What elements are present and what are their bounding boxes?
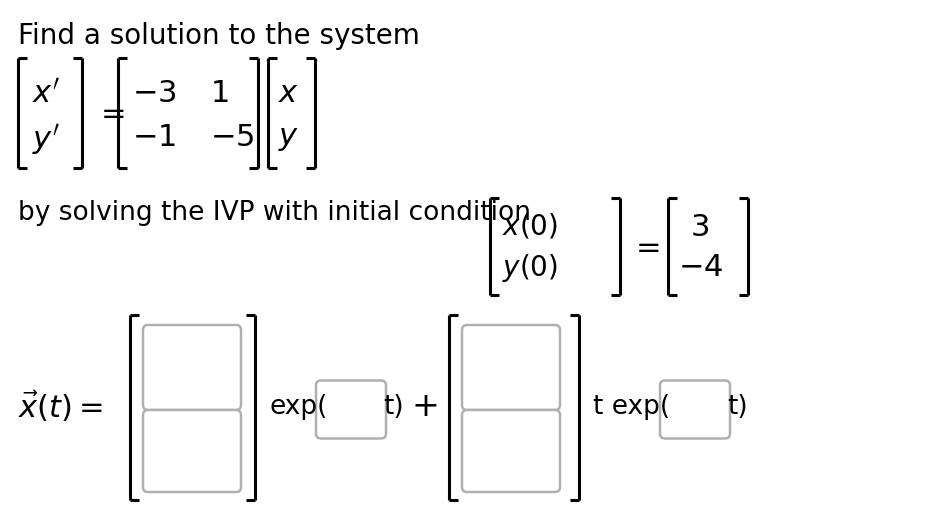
FancyBboxPatch shape (143, 325, 241, 410)
Text: $+$: $+$ (411, 392, 437, 423)
Text: $x(0)$: $x(0)$ (502, 212, 558, 241)
Text: $-5$: $-5$ (210, 122, 254, 153)
Text: $=$: $=$ (630, 231, 660, 262)
FancyBboxPatch shape (660, 381, 730, 438)
FancyBboxPatch shape (316, 381, 386, 438)
Text: by solving the IVP with initial condition: by solving the IVP with initial conditio… (18, 200, 531, 226)
Text: $x'$: $x'$ (32, 78, 60, 109)
Text: $3$: $3$ (690, 212, 709, 243)
FancyBboxPatch shape (143, 410, 241, 492)
Text: Find a solution to the system: Find a solution to the system (18, 22, 419, 50)
FancyBboxPatch shape (462, 325, 560, 410)
Text: $y$: $y$ (278, 122, 299, 153)
Text: $=$: $=$ (95, 98, 126, 128)
Text: $y'$: $y'$ (32, 122, 60, 157)
Text: $-1$: $-1$ (132, 122, 176, 153)
Text: t): t) (727, 395, 748, 421)
Text: $-4$: $-4$ (678, 252, 724, 283)
Text: $y(0)$: $y(0)$ (502, 252, 558, 284)
Text: t): t) (383, 395, 404, 421)
Text: $x$: $x$ (278, 78, 299, 109)
Text: $1$: $1$ (210, 78, 229, 109)
Text: $-3$: $-3$ (132, 78, 177, 109)
Text: exp(: exp( (269, 395, 327, 421)
FancyBboxPatch shape (462, 410, 560, 492)
Text: $\vec{x}(t) =$: $\vec{x}(t) =$ (18, 390, 103, 425)
Text: t exp(: t exp( (593, 395, 671, 421)
